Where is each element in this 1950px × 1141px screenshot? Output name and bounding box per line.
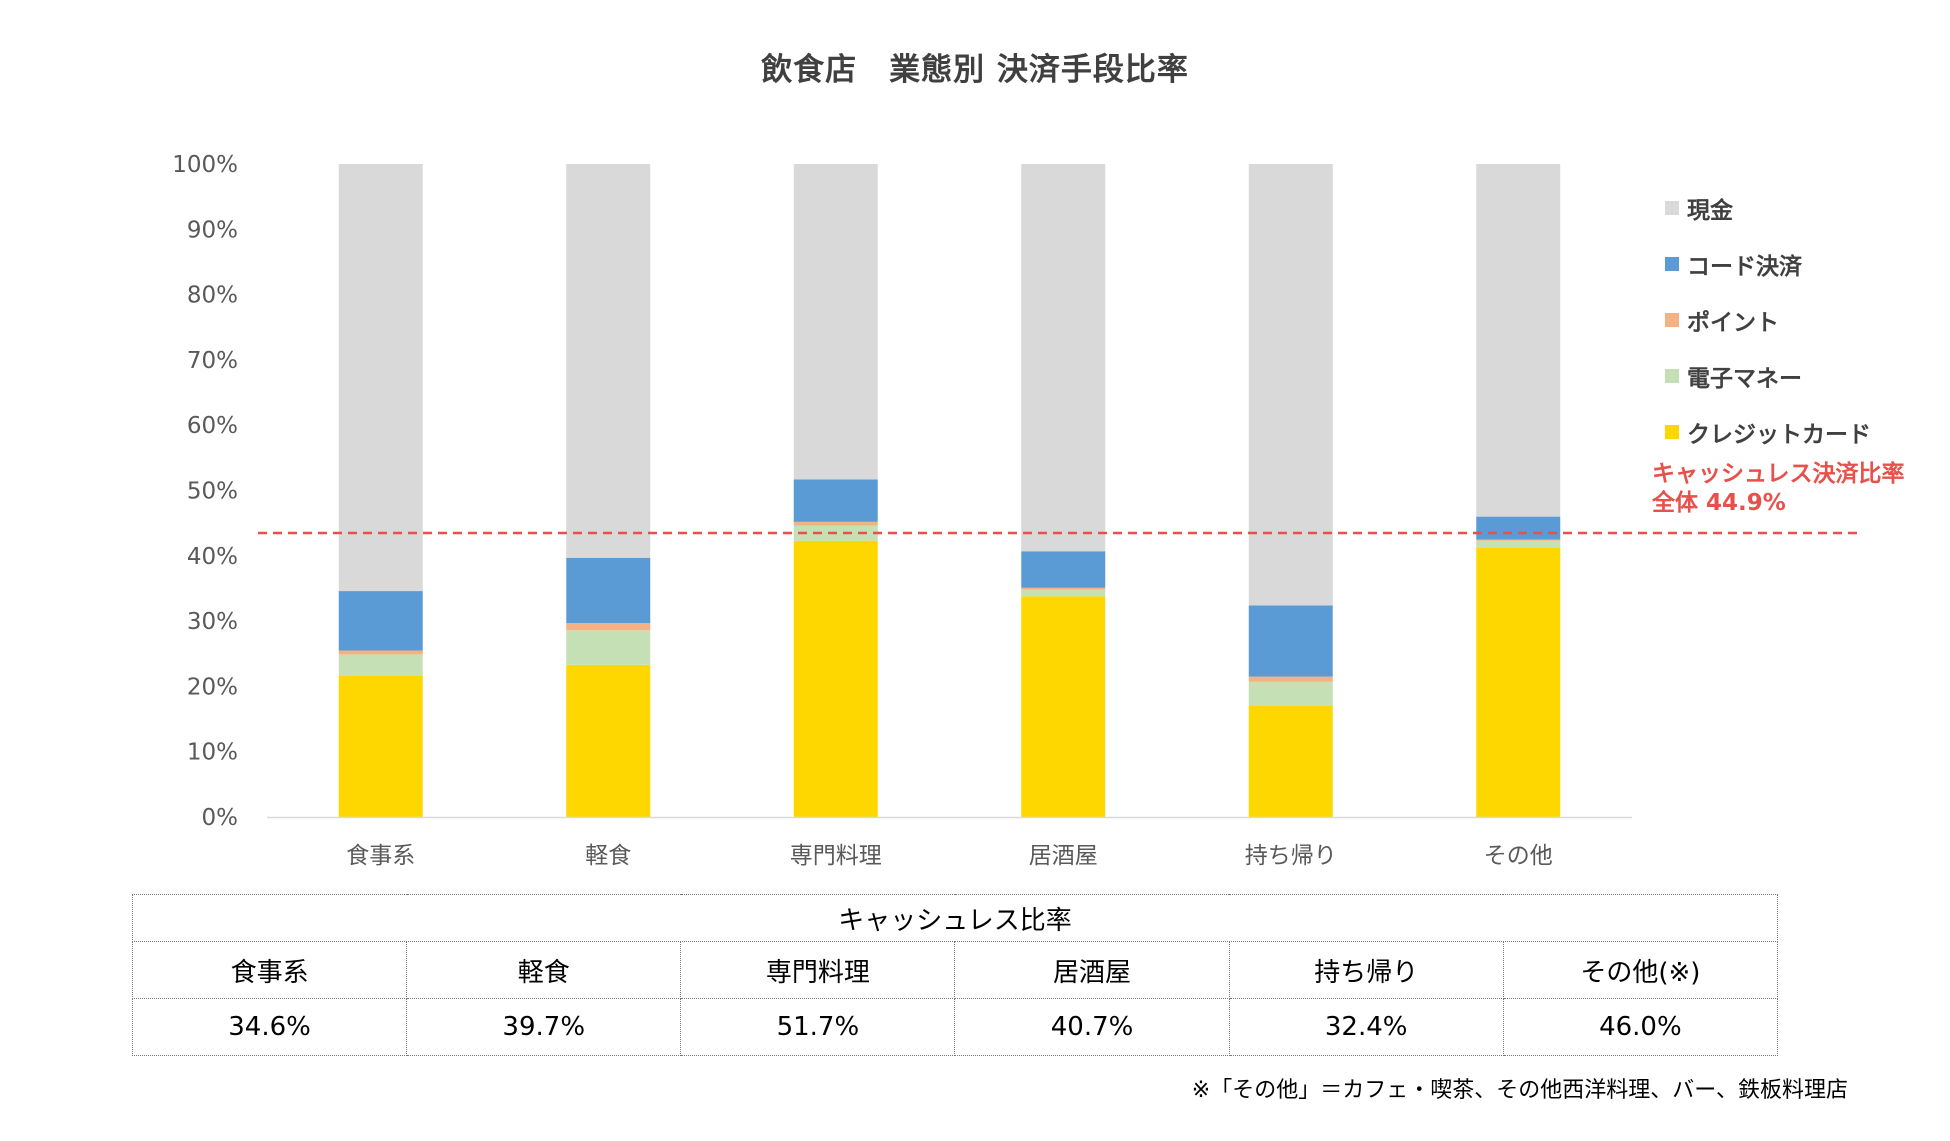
legend-item-e-money: 電子マネー [1665,348,1871,404]
table-cell-category: 専門料理 [680,941,956,999]
legend-swatch-cash [1665,201,1679,215]
table-cell-value: 34.6% [131,998,408,1056]
legend-item-code-payment: コード決済 [1665,236,1871,292]
stacked-bar-chart: 0% 10% 20% 30% 40% 50% 60% 70% 80% 90% 100% 食事系 軽食 専門… [172,152,1862,869]
y-tick-label: 60% [187,413,238,439]
legend-swatch-code-payment [1665,257,1679,271]
table-cell-value: 32.4% [1228,998,1504,1056]
legend-item-cash: 現金 [1665,180,1871,236]
x-tick-label: 居酒屋 [1029,843,1098,869]
bar-segment [1476,539,1561,541]
bar-segment [566,664,651,817]
reference-line-label: キャッシュレス決済比率 全体 44.9% [1652,460,1905,518]
legend-swatch-point [1665,313,1679,327]
legend-label-code-payment: コード決済 [1687,254,1802,280]
bar-segment [1021,164,1106,552]
table-cell-value: 46.0% [1502,998,1779,1056]
x-tick-label: 食事系 [346,843,415,869]
table-cell-category: 軽食 [406,941,682,999]
bar-segment [1476,516,1561,540]
bar-segment [1248,164,1333,606]
table-cell-category: 持ち帰り [1228,941,1504,999]
y-tick-label: 70% [187,348,238,374]
bar-segment [1476,540,1561,548]
legend-label-point: ポイント [1687,310,1779,336]
y-tick-label: 80% [187,283,238,309]
bar-segment [338,164,423,592]
bar-segment [1021,589,1106,597]
y-tick-label: 100% [172,152,238,178]
reference-line-label-line2: 全体 44.9% [1652,490,1786,516]
bar-segment [1021,551,1106,588]
table-cell-value: 39.7% [406,998,682,1056]
bar-segment [1248,705,1333,817]
x-tick-label: 持ち帰り [1245,843,1337,869]
bar-segment [338,591,423,651]
table-cell-category: 食事系 [131,941,408,999]
table-cell-category: その他(※) [1502,941,1779,999]
footnote: ※「その他」＝カフェ・喫茶、その他西洋料理、バー、鉄板料理店 [1191,1078,1848,1103]
legend-label-e-money: 電子マネー [1687,366,1802,392]
bar-segment [566,164,651,558]
bar-segment [793,540,878,817]
bar-segment [793,521,878,526]
y-tick-label: 50% [187,479,238,505]
y-tick-label: 10% [187,740,238,766]
bar-segment [1021,587,1106,590]
bar-segment [338,675,423,817]
bar-segment [793,479,878,522]
y-tick-label: 30% [187,609,238,635]
y-tick-label: 20% [187,674,238,700]
bar-segment [338,650,423,655]
table-cell-category: 居酒屋 [954,941,1230,999]
y-tick-label: 40% [187,544,238,570]
cashless-ratio-table: キャッシュレス比率 食事系 軽食 専門料理 居酒屋 持ち帰り その他(※) 34… [131,894,1779,1056]
bar-segment [566,623,651,631]
legend-label-cash: 現金 [1687,198,1733,224]
legend-item-point: ポイント [1665,292,1871,348]
bar-segment [793,164,878,480]
bar-segment [1248,676,1333,682]
bar-segment [1248,605,1333,677]
table-row-values: 34.6% 39.7% 51.7% 40.7% 32.4% 46.0% [131,998,1779,1056]
legend-item-credit-card: クレジットカード [1665,404,1871,460]
y-tick-label: 0% [202,805,239,831]
x-tick-label: 専門料理 [790,843,882,869]
table-cell-value: 40.7% [954,998,1230,1056]
legend-label-credit-card: クレジットカード [1687,422,1871,448]
table-cell-value: 51.7% [680,998,956,1056]
chart-title: 飲食店 業態別 決済手段比率 [761,52,1189,88]
legend-swatch-credit-card [1665,425,1679,439]
x-tick-label: その他 [1484,843,1553,869]
bar-segment [338,654,423,676]
legend-swatch-e-money [1665,369,1679,383]
bar-segment [1021,596,1106,817]
bar-segment [566,630,651,665]
chart-legend: 現金 コード決済 ポイント 電子マネー クレジットカード [1665,180,1871,460]
table-header: キャッシュレス比率 [132,894,1778,942]
bar-segment [1248,681,1333,706]
table-row-categories: 食事系 軽食 専門料理 居酒屋 持ち帰り その他(※) [131,941,1779,999]
bar-segment [1476,164,1561,517]
reference-line-label-line1: キャッシュレス決済比率 [1652,461,1905,487]
x-tick-label: 軽食 [585,843,631,869]
bar-segment [1476,547,1561,817]
y-tick-label: 90% [187,217,238,243]
bar-segment [566,557,651,624]
